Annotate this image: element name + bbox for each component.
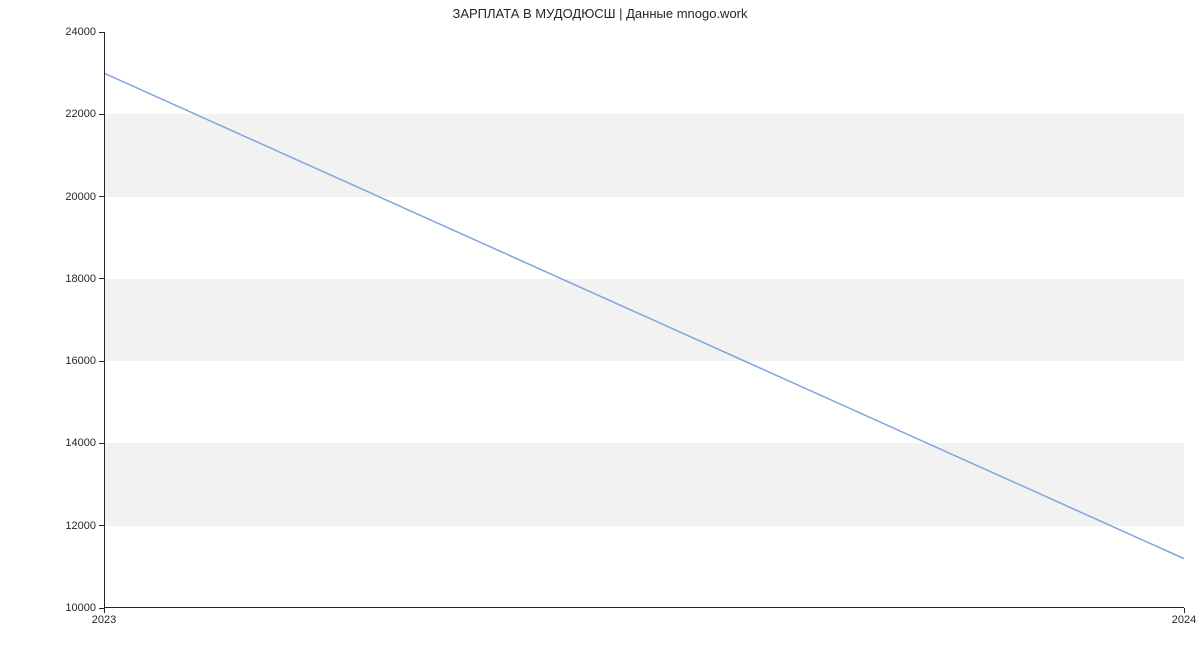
y-tick-label: 18000 xyxy=(65,273,96,285)
x-tick-label: 2024 xyxy=(1172,614,1196,626)
plot-border-bottom xyxy=(104,607,1184,608)
plot-border-left xyxy=(104,32,105,608)
chart-title: ЗАРПЛАТА В МУДОДЮСШ | Данные mnogo.work xyxy=(0,6,1200,21)
y-tick-label: 12000 xyxy=(65,520,96,532)
x-tick-mark xyxy=(1184,608,1185,613)
y-tick-label: 24000 xyxy=(65,26,96,38)
y-tick-label: 10000 xyxy=(65,602,96,614)
y-tick-label: 20000 xyxy=(65,191,96,203)
data-line xyxy=(104,32,1184,608)
y-tick-label: 14000 xyxy=(65,437,96,449)
y-tick-label: 22000 xyxy=(65,108,96,120)
chart-container: ЗАРПЛАТА В МУДОДЮСШ | Данные mnogo.work … xyxy=(0,0,1200,650)
x-tick-label: 2023 xyxy=(92,614,116,626)
y-tick-label: 16000 xyxy=(65,355,96,367)
plot-area: 1000012000140001600018000200002200024000… xyxy=(104,32,1184,608)
x-tick-mark xyxy=(104,608,105,613)
